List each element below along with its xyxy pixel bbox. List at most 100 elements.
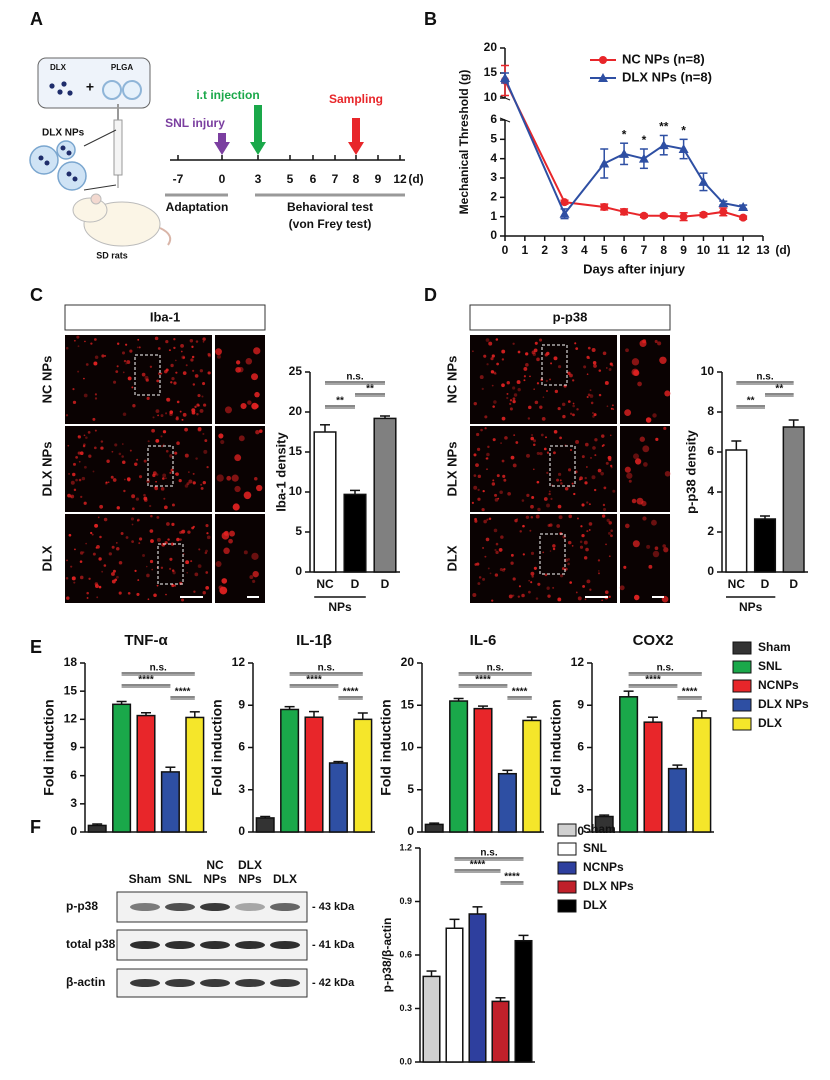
cell	[156, 379, 160, 383]
label: (d)	[408, 172, 423, 186]
x-tick-label: 7	[641, 243, 648, 257]
cell	[611, 404, 614, 407]
cell	[131, 523, 134, 526]
cell	[536, 451, 540, 455]
cell	[111, 572, 115, 576]
cell	[624, 466, 631, 473]
micrograph	[470, 335, 617, 424]
cell	[573, 492, 576, 496]
cell	[169, 567, 172, 571]
x-unit: (d)	[775, 243, 790, 257]
cell	[205, 571, 209, 574]
cell	[559, 479, 562, 482]
cell	[152, 473, 156, 478]
cell	[73, 339, 76, 342]
cell	[146, 573, 150, 578]
x-tick-label: 12	[736, 243, 750, 257]
cell	[121, 351, 126, 355]
cell	[530, 436, 535, 441]
cell	[215, 560, 222, 567]
cell	[496, 362, 499, 366]
y-tick-label: 0.6	[399, 949, 412, 959]
roi-box	[134, 354, 161, 396]
cell	[521, 499, 525, 502]
x-tick-label: 3	[561, 243, 568, 257]
cell	[483, 519, 487, 524]
cell	[123, 359, 127, 363]
label: 3	[255, 172, 262, 186]
label: +	[86, 79, 94, 95]
y-tick-label: 6	[490, 112, 497, 126]
legend-marker	[599, 56, 607, 64]
cell	[557, 597, 562, 602]
cell	[70, 480, 75, 485]
cell	[252, 579, 256, 583]
cell	[243, 491, 252, 500]
cell	[86, 597, 89, 599]
y-tick-label: 15	[401, 697, 415, 711]
legend-label: DLX	[758, 716, 782, 730]
legend-label: NCNPs	[583, 860, 624, 874]
cell	[513, 393, 518, 397]
cell	[561, 567, 565, 571]
cell	[113, 380, 117, 384]
cell	[598, 393, 602, 397]
cell	[546, 586, 550, 590]
cell	[612, 489, 616, 493]
cell	[639, 436, 646, 442]
cell	[201, 395, 204, 398]
cell	[251, 373, 259, 381]
cell	[586, 530, 589, 533]
cell	[111, 579, 116, 584]
cell	[604, 380, 609, 385]
cell	[228, 538, 233, 544]
y-tick-label: 8	[707, 404, 714, 418]
cell	[625, 348, 629, 353]
cell	[197, 427, 202, 432]
cell	[663, 547, 669, 553]
cell	[542, 396, 545, 398]
y-tick-label: 1.2	[399, 842, 412, 852]
cell	[495, 338, 499, 341]
cell	[646, 544, 651, 549]
y-tick-label: 0	[490, 228, 497, 242]
cell	[207, 371, 211, 375]
cell	[609, 434, 612, 437]
blot-size-label: - 42 kDa	[312, 977, 355, 989]
bar	[473, 707, 493, 833]
cell	[126, 477, 131, 481]
bar	[491, 1000, 510, 1063]
legend-label: Sham	[758, 640, 791, 654]
label: PLGA	[111, 63, 133, 72]
cell	[83, 377, 85, 380]
cell	[628, 479, 632, 483]
cell	[583, 540, 588, 545]
significance: n.s.	[346, 372, 363, 383]
bar	[692, 717, 712, 833]
cell	[86, 591, 89, 595]
cell	[631, 358, 640, 366]
np-core	[44, 160, 50, 166]
cell	[136, 592, 140, 596]
cell	[479, 375, 484, 380]
cell	[481, 507, 485, 512]
y-tick-label: 0	[70, 824, 77, 838]
significance: *	[622, 127, 627, 141]
cell	[585, 547, 589, 552]
plga-particle	[102, 80, 122, 100]
cell	[540, 433, 544, 437]
zoom-line	[83, 184, 117, 191]
blot-row-label: total p38	[66, 937, 116, 951]
legend-label: NCNPs	[758, 678, 799, 692]
cell	[132, 507, 135, 511]
marker	[500, 73, 510, 82]
cell	[192, 481, 196, 485]
cell	[143, 496, 148, 501]
cell	[88, 454, 92, 458]
label: 6	[310, 172, 317, 186]
cell	[77, 435, 80, 438]
cell	[193, 590, 196, 593]
cell	[581, 503, 585, 507]
cell	[519, 530, 522, 533]
rat-ear	[90, 193, 102, 205]
